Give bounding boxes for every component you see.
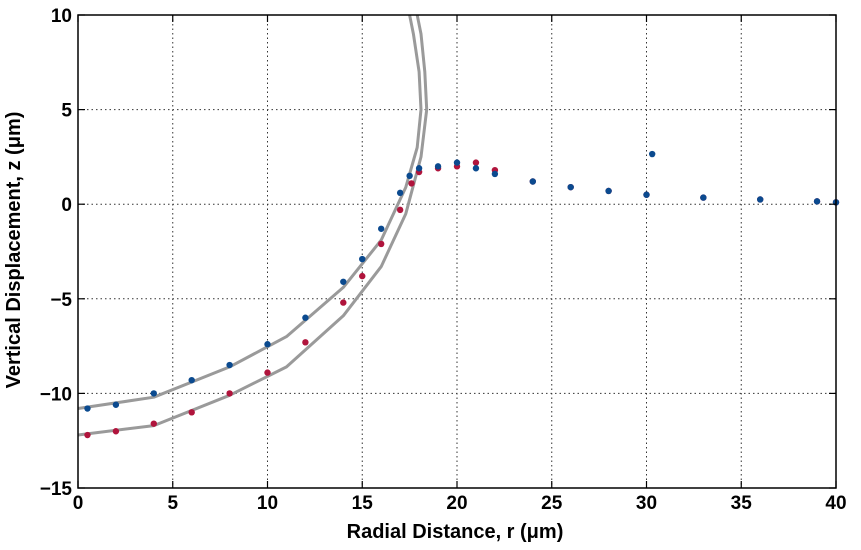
x-axis-label: Radial Distance, r (μm)	[347, 521, 564, 543]
plot-frame	[77, 14, 837, 489]
x-axis-ticks: 0 5 10 15 20 25 30 35 40	[73, 15, 847, 514]
data-point	[378, 240, 385, 248]
grid	[78, 15, 836, 488]
data-point	[529, 178, 536, 185]
data-point	[648, 150, 656, 158]
data-point	[112, 401, 120, 408]
x-tick-label: 35	[731, 493, 753, 514]
data-point	[359, 272, 366, 280]
data-point	[813, 198, 821, 205]
y-tick-label: −15	[40, 479, 73, 500]
data-point	[226, 361, 233, 369]
y-tick-label: 0	[61, 195, 72, 216]
data-point	[605, 187, 612, 195]
data-point	[264, 369, 271, 376]
data-point	[112, 428, 120, 435]
data-point	[84, 431, 91, 439]
data-point	[188, 376, 195, 384]
data-point	[150, 390, 157, 397]
x-tick-label: 25	[541, 493, 563, 514]
data-points	[84, 150, 840, 439]
data-point	[700, 194, 707, 201]
x-tick-label: 0	[73, 493, 84, 514]
data-point	[415, 165, 423, 172]
data-point	[472, 159, 480, 166]
x-tick-label: 5	[167, 493, 178, 514]
data-point	[408, 180, 415, 187]
data-point	[226, 390, 233, 397]
y-tick-label: 10	[51, 6, 72, 27]
data-point	[264, 341, 271, 348]
data-point	[491, 170, 499, 178]
y-axis-label: Vertical Displacement, z (μm)	[3, 112, 25, 389]
fit-curve	[77, 14, 423, 410]
y-tick-label: 5	[61, 101, 72, 122]
data-point	[359, 255, 366, 263]
data-point	[188, 409, 195, 416]
data-point	[434, 163, 442, 170]
x-tick-label: 30	[636, 493, 657, 514]
data-point	[453, 159, 461, 166]
data-point	[150, 420, 157, 427]
data-point	[567, 183, 574, 191]
data-point	[643, 191, 650, 198]
x-tick-label: 15	[352, 493, 374, 514]
x-tick-label: 10	[257, 493, 278, 514]
data-point	[302, 314, 309, 321]
data-point	[302, 339, 309, 346]
data-point	[472, 165, 480, 172]
data-point	[406, 172, 413, 180]
data-point	[340, 299, 347, 306]
fit-curve	[77, 14, 429, 437]
fit-curves	[77, 14, 429, 437]
data-point	[396, 206, 404, 214]
data-point	[378, 225, 385, 232]
data-point	[340, 278, 347, 285]
y-tick-label: −5	[50, 290, 72, 311]
x-tick-label: 20	[446, 493, 467, 514]
data-point	[84, 405, 91, 412]
y-axis-ticks: −15 −10 −5 0 5 10	[40, 6, 836, 500]
data-point	[757, 196, 764, 203]
data-point	[396, 189, 404, 197]
y-tick-label: −10	[40, 384, 72, 405]
x-tick-label: 40	[825, 493, 846, 514]
